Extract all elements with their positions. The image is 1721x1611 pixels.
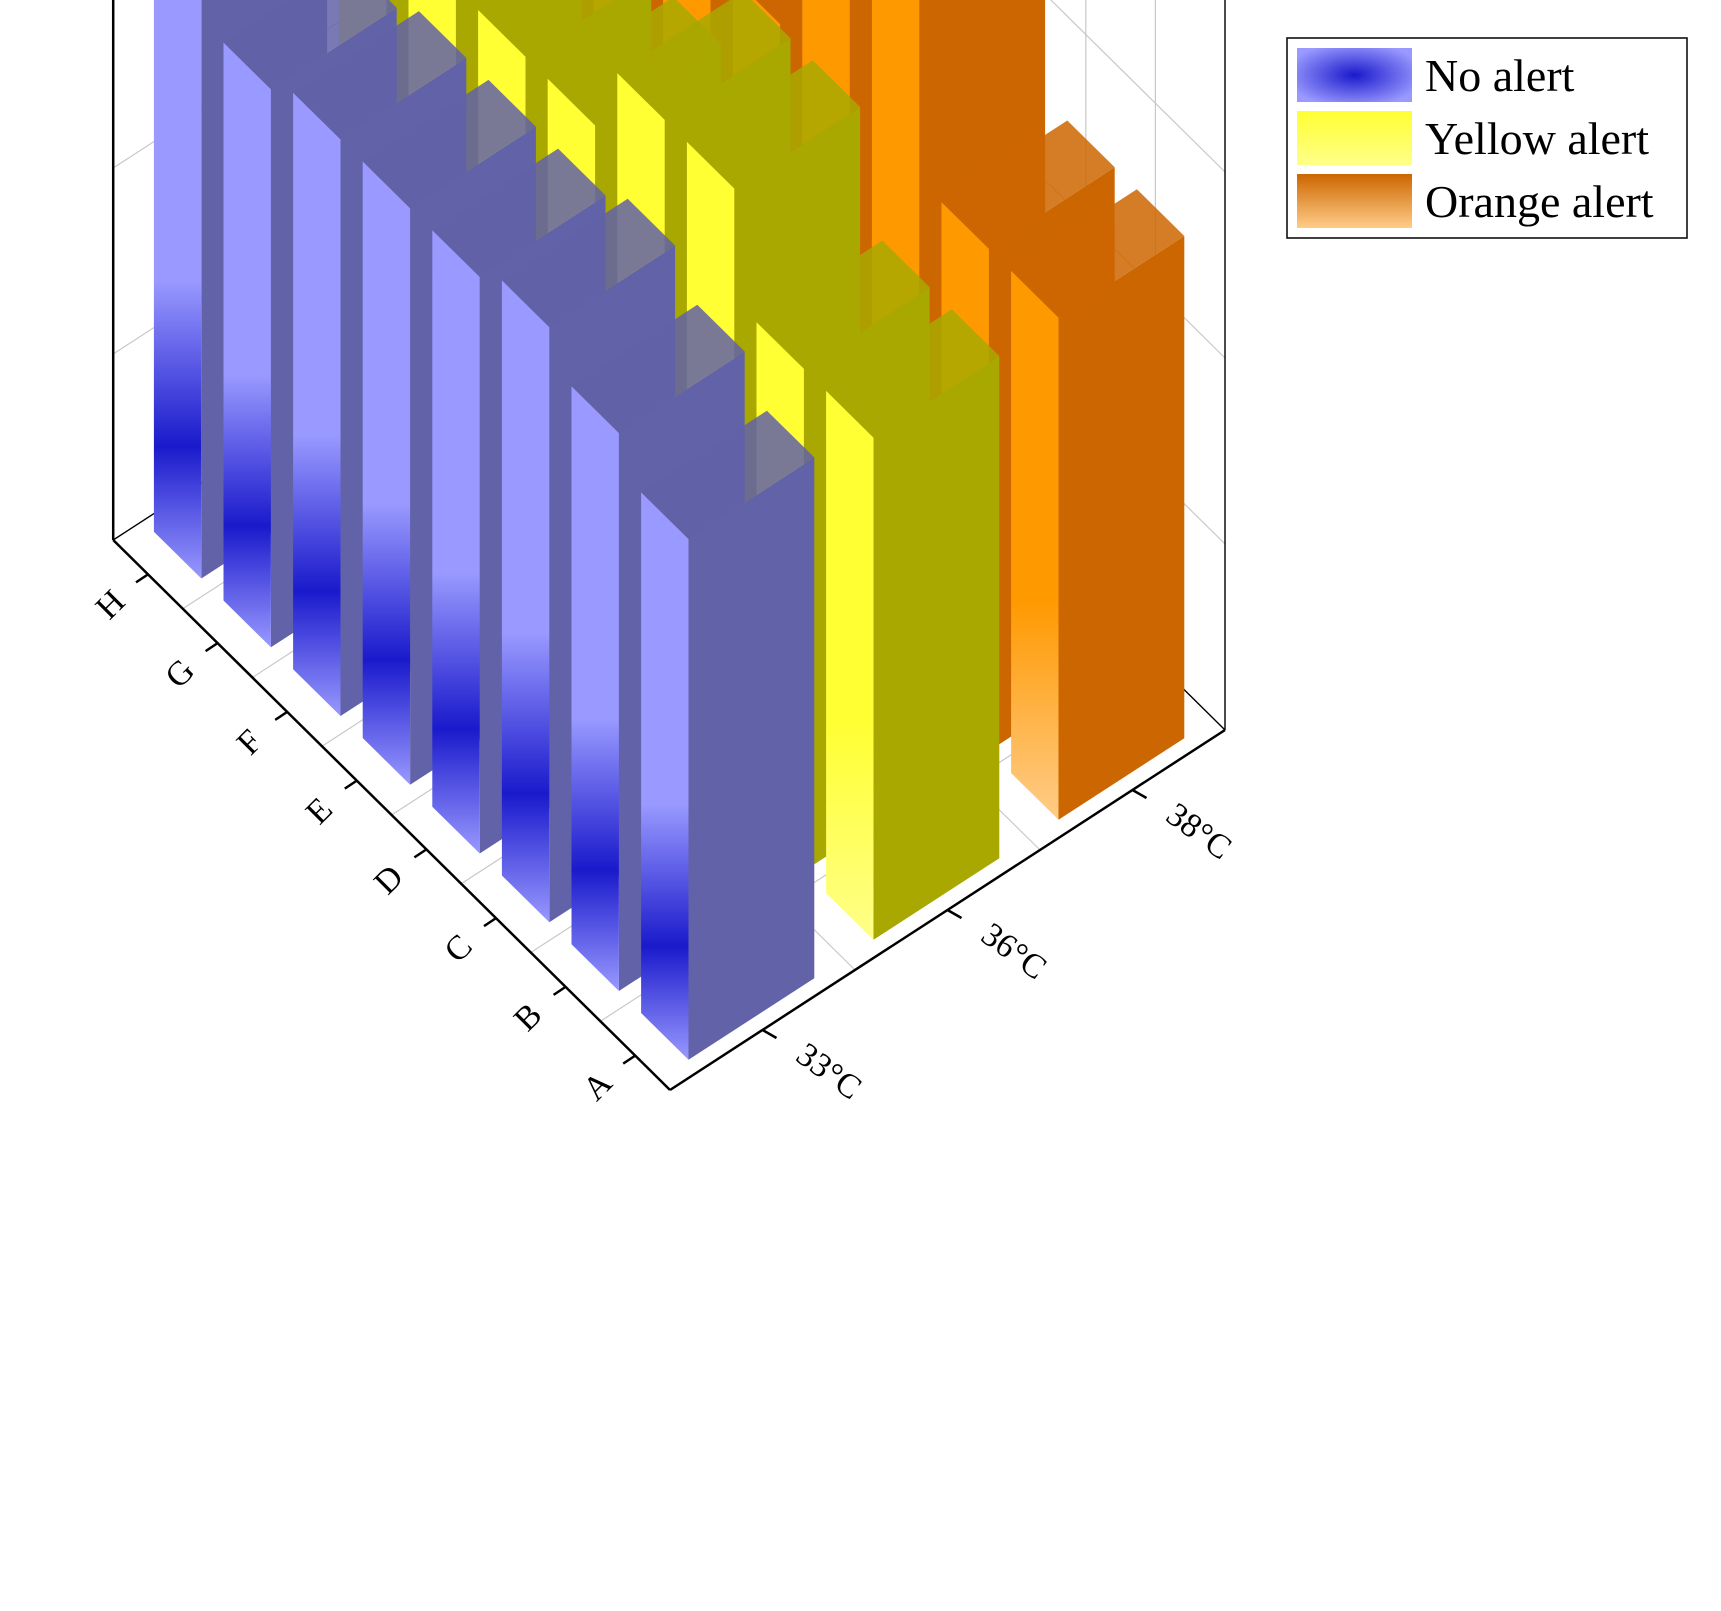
x-tick <box>552 985 567 996</box>
bar-top-face <box>941 120 1115 249</box>
bar-top-face <box>362 79 536 209</box>
depth-tick <box>946 908 963 920</box>
x-tick <box>135 573 149 584</box>
x-tick <box>622 1054 636 1065</box>
bar-front-face <box>571 386 619 991</box>
x-tick-label: E <box>299 791 340 832</box>
x-tick-label: F <box>230 723 270 763</box>
bar-top-face <box>293 11 467 140</box>
x-tick <box>413 848 428 859</box>
bar-top-face <box>686 60 861 189</box>
depth-tick-label: 36°C <box>974 916 1053 987</box>
bar-front-face <box>223 42 271 648</box>
legend-label: Yellow alert <box>1425 113 1649 164</box>
x-tick-label: A <box>576 1064 620 1108</box>
x-tick-label: B <box>507 996 549 1038</box>
depth-tick <box>761 1028 778 1040</box>
x-axis-line <box>112 539 671 1091</box>
x-tick <box>483 917 497 928</box>
legend-swatch <box>1297 174 1412 228</box>
x-tick <box>204 642 219 653</box>
bar-top-face <box>478 0 613 57</box>
bar-front-face <box>293 92 341 716</box>
legend-swatch <box>1297 111 1412 165</box>
bar-top-face <box>223 0 397 90</box>
x-tick-label: D <box>367 858 411 902</box>
x-tick-label: C <box>437 928 479 970</box>
bar-top-face <box>1011 189 1185 318</box>
bar-top-face <box>826 309 1000 438</box>
bar-front-face <box>432 230 480 854</box>
depth-tick <box>1131 788 1148 800</box>
bar <box>1011 189 1185 820</box>
x-tick <box>274 710 288 721</box>
bar-top-face <box>756 240 930 369</box>
bar-top-face <box>501 198 676 328</box>
bar-side-face <box>873 356 1000 940</box>
legend-swatch <box>1297 48 1412 102</box>
bar-front-face <box>1011 270 1059 820</box>
bar-top-face <box>641 410 815 539</box>
x-tick-label: G <box>158 652 202 696</box>
bar-top-face <box>617 0 791 120</box>
axes <box>111 0 1226 1092</box>
bar <box>641 410 815 1060</box>
bar-front-face <box>153 0 202 579</box>
bar-front-face <box>501 280 550 923</box>
legend: No alert Yellow alert Orange alert <box>1286 37 1688 239</box>
bar-side-face <box>688 457 815 1060</box>
legend-label: No alert <box>1425 50 1575 101</box>
x-tick <box>344 779 358 790</box>
bar-top-face <box>571 304 745 433</box>
bar-front-face <box>362 161 411 785</box>
depth-tick-label: 33°C <box>789 1036 868 1107</box>
depth-tick-label: 38°C <box>1159 796 1238 867</box>
bar-front-face <box>641 492 689 1060</box>
bars <box>153 0 1185 1060</box>
x-tick-label: H <box>89 583 133 627</box>
legend-label: Orange alert <box>1425 176 1654 227</box>
bar-top-face <box>755 0 818 24</box>
bar-side-face <box>1058 236 1185 820</box>
bar-front-face <box>826 390 874 940</box>
bar <box>826 309 1000 940</box>
bar-top-face <box>432 148 606 277</box>
